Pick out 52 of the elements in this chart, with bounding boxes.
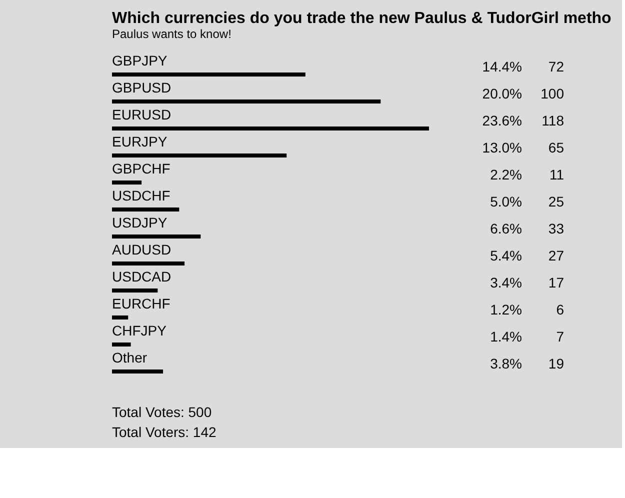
bar <box>112 316 128 320</box>
bar <box>112 234 201 238</box>
bar <box>112 180 142 184</box>
bar <box>112 370 164 374</box>
chart-title: Which currencies do you trade the new Paulus & TudorGirl metho <box>112 10 612 27</box>
y-tick-label: Other <box>112 350 148 366</box>
y-tick-label: CHFJPY <box>112 322 168 338</box>
data-label: 2.2% <box>490 166 522 182</box>
data-label: 1.2% <box>490 302 522 318</box>
bar <box>112 288 158 292</box>
y-tick-label: EURUSD <box>112 106 172 122</box>
y-tick-label: AUDUSD <box>112 242 172 258</box>
data-label: 6.6% <box>490 220 522 236</box>
y-tick-label: GBPJPY <box>112 52 168 68</box>
data-label: 23.6% <box>482 112 522 128</box>
bar <box>112 262 185 266</box>
bar <box>112 342 131 346</box>
y-tick-label: EURJPY <box>112 134 168 150</box>
y-tick-label: USDJPY <box>112 214 168 230</box>
data-label: 5.4% <box>490 248 522 264</box>
y-tick-label: USDCHF <box>112 188 170 204</box>
data-label: 1.4% <box>490 328 522 344</box>
bar <box>112 126 429 130</box>
chart-subtitle: Paulus wants to know! <box>112 27 232 41</box>
text: 33 <box>548 220 564 236</box>
text: 7 <box>556 328 564 344</box>
data-label: 5.0% <box>490 194 522 210</box>
text: 65 <box>548 140 564 156</box>
data-label: 3.8% <box>490 356 522 372</box>
text: 100 <box>540 86 564 102</box>
y-tick-label: GBPCHF <box>112 160 170 176</box>
data-label: 13.0% <box>482 140 522 156</box>
data-label: 14.4% <box>482 58 522 74</box>
bar <box>112 72 306 76</box>
data-label: 20.0% <box>482 86 522 102</box>
bar <box>112 100 381 104</box>
data-label: 3.4% <box>490 274 522 290</box>
text: 72 <box>548 58 564 74</box>
text: 17 <box>548 274 564 290</box>
text: 118 <box>542 112 564 128</box>
bar <box>112 208 180 212</box>
text: Total Voters: 142 <box>112 424 217 440</box>
bar <box>112 154 287 158</box>
text: 6 <box>556 302 564 318</box>
text: Total Votes: 500 <box>112 404 212 420</box>
text: 19 <box>548 356 564 372</box>
text: 27 <box>548 248 564 264</box>
text: 11 <box>549 166 564 182</box>
y-tick-label: USDCAD <box>112 268 172 284</box>
text: 25 <box>548 194 564 210</box>
y-tick-label: EURCHF <box>112 296 170 312</box>
y-tick-label: GBPUSD <box>112 80 172 96</box>
